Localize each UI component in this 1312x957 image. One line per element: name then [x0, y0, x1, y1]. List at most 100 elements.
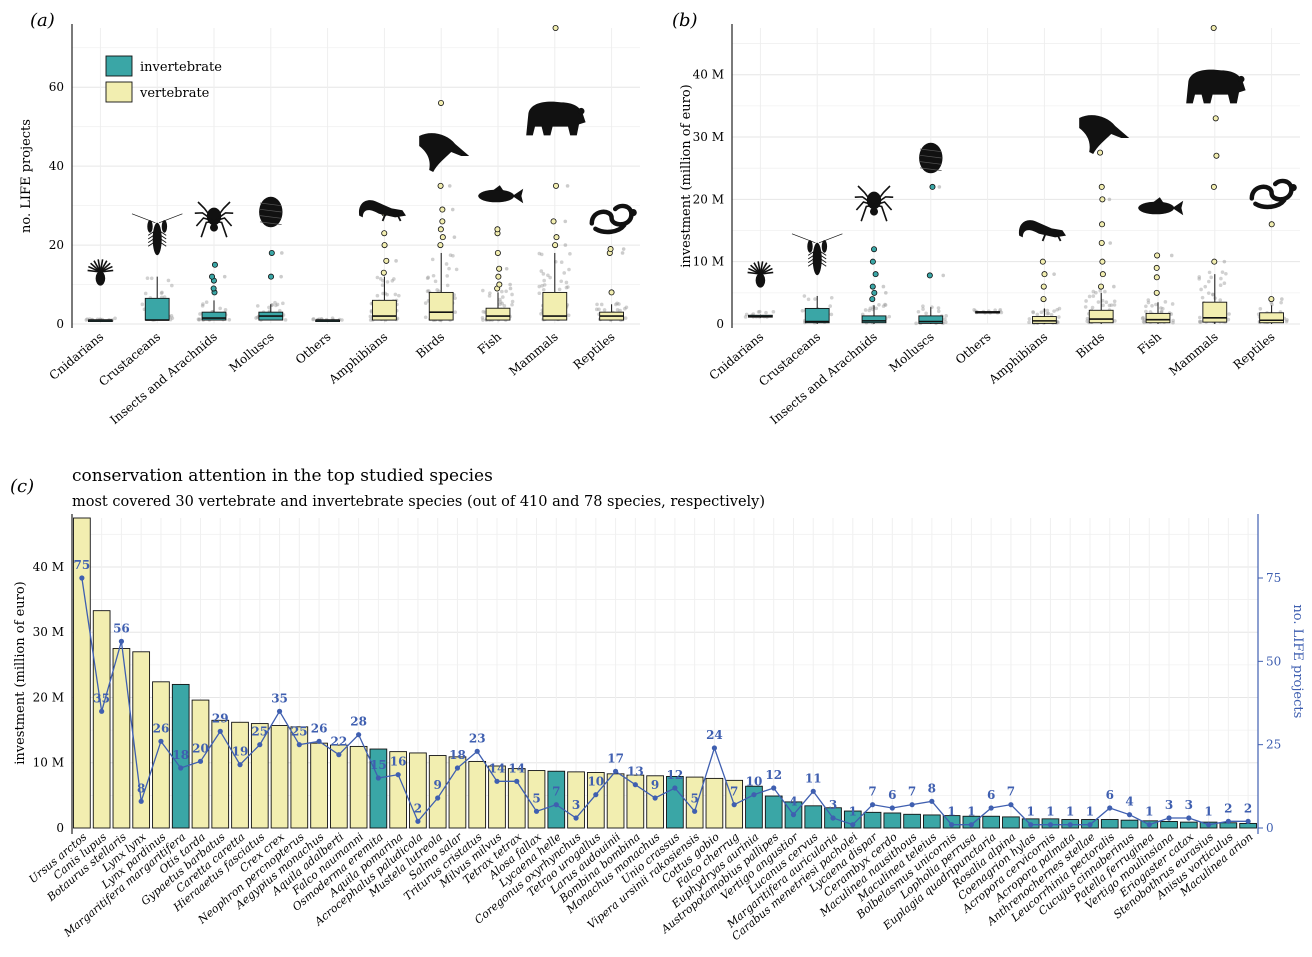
projects-data-label: 1	[1066, 805, 1074, 819]
projects-point	[1166, 815, 1172, 821]
box-birds	[1088, 309, 1114, 324]
projects-data-label: 28	[350, 715, 367, 729]
jitter-point	[559, 279, 564, 284]
y-tick-label: 40 M	[693, 68, 724, 82]
outlier-point	[1153, 264, 1160, 271]
jitter-point	[480, 316, 485, 320]
jitter-point	[1280, 297, 1284, 301]
jitter-point	[998, 307, 1003, 312]
outlier-point	[871, 289, 878, 296]
bar-aegypius-monachus	[310, 742, 328, 829]
outlier-point	[1039, 258, 1046, 265]
box-fish	[1145, 312, 1171, 324]
projects-point	[138, 798, 144, 804]
bar-tetrax-tetrax	[507, 768, 526, 829]
outlier-point	[871, 246, 878, 253]
jitter-point	[1039, 310, 1044, 315]
projects-data-label: 3	[1165, 798, 1173, 812]
y-axis-title: investment (million of euro)	[13, 581, 28, 765]
bar-cerambyx-cerdo	[883, 812, 902, 829]
x-tick-label: Amphibians	[986, 330, 1051, 388]
outlier-point	[383, 257, 390, 264]
projects-point	[731, 802, 737, 808]
jitter-point	[624, 305, 629, 310]
projects-point	[553, 802, 559, 808]
jitter-point	[500, 301, 504, 306]
jitter-point	[756, 310, 761, 314]
projects-line	[81, 577, 1249, 826]
bar-cucujus-cinnaberinus	[1120, 819, 1139, 829]
jitter-point	[764, 310, 768, 315]
jitter-point	[481, 288, 485, 293]
jitter-point	[1031, 310, 1035, 314]
jitter-point	[283, 318, 288, 322]
jitter-point	[488, 291, 492, 295]
x-tick-label: Amphibians	[326, 330, 391, 388]
projects-data-label: 13	[627, 765, 644, 779]
bar-hieraaetus-fasciatus	[250, 723, 269, 829]
jitter-point	[1220, 270, 1225, 274]
jitter-point	[541, 287, 546, 292]
bar-monachus-monachus	[646, 775, 664, 829]
jitter-point	[564, 285, 569, 290]
projects-point	[79, 575, 85, 581]
lizard-icon	[1018, 220, 1066, 242]
jitter-point	[1207, 270, 1212, 275]
projects-point	[237, 762, 243, 768]
projects-point	[276, 708, 283, 714]
jitter-point	[1091, 294, 1096, 298]
jitter-point	[510, 292, 514, 297]
jitter-point	[1027, 320, 1031, 325]
projects-data-label: 35	[271, 691, 288, 705]
projects-point	[593, 792, 599, 798]
jitter-point	[1055, 307, 1059, 312]
lobster-icon	[791, 233, 843, 276]
projects-data-label: 15	[370, 758, 387, 772]
projects-point	[99, 708, 105, 714]
jitter-point	[594, 307, 599, 312]
jitter-point	[1094, 290, 1098, 295]
outlier-point	[496, 265, 503, 272]
jitter-point	[254, 316, 258, 320]
jitter-point	[423, 301, 428, 305]
outlier-point	[211, 261, 218, 268]
projects-point	[1245, 818, 1251, 824]
jitter-point	[620, 251, 625, 255]
jitter-point	[1227, 312, 1231, 316]
projects-point	[909, 802, 915, 808]
x-tick-label: Mammals	[1166, 330, 1220, 379]
jitter-point	[828, 304, 832, 308]
jitter-point	[1285, 318, 1289, 322]
jitter-point	[615, 301, 619, 306]
box-amphibians	[1032, 316, 1057, 324]
projects-data-label: 9	[434, 778, 442, 792]
jitter-point	[868, 306, 873, 311]
jitter-point	[617, 302, 621, 306]
jitter-point	[943, 317, 947, 321]
jitter-point	[1052, 272, 1056, 276]
outlier-point	[1098, 239, 1105, 246]
jitter-point	[1035, 312, 1040, 317]
projects-point	[336, 752, 342, 758]
jitter-point	[380, 283, 385, 287]
jitter-point	[599, 302, 604, 307]
jitter-point	[557, 287, 562, 292]
jitter-point	[1258, 306, 1263, 311]
jitter-point	[1103, 289, 1107, 294]
projects-data-label: 56	[113, 621, 130, 635]
jitter-point	[510, 302, 514, 307]
jitter-point	[1170, 302, 1175, 306]
fish-icon	[478, 185, 524, 204]
outlier-point	[1268, 221, 1275, 228]
outlier-point	[268, 249, 275, 256]
jitter-point	[936, 306, 941, 310]
projects-point	[889, 805, 895, 811]
y2-tick-label: 0	[1266, 821, 1274, 835]
projects-data-label: 6	[888, 788, 896, 802]
jitter-point	[860, 312, 865, 317]
spider-icon	[854, 185, 894, 222]
jitter-point	[201, 302, 205, 306]
bird-icon	[1079, 115, 1130, 154]
box-fish	[485, 307, 511, 321]
